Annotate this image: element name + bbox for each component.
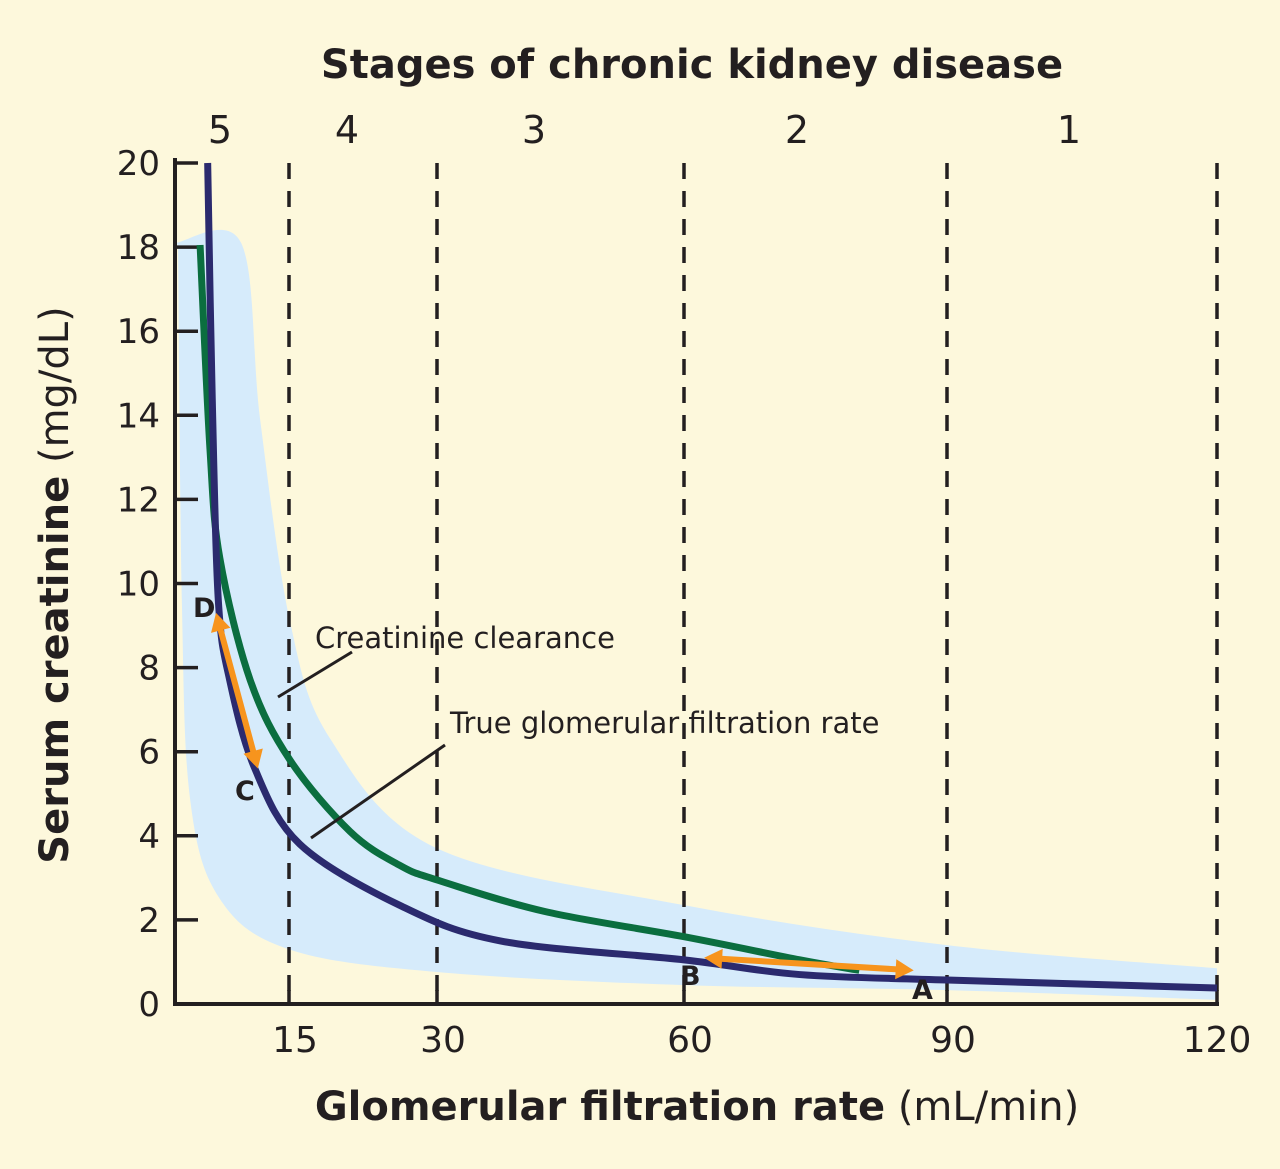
stage-label-5: 5 [208, 108, 232, 152]
arrowhead-C [243, 748, 263, 769]
chart-title: Stages of chronic kidney disease [321, 42, 1063, 88]
x-tick-label-15: 15 [272, 1020, 318, 1061]
arrow-D-C [211, 612, 263, 769]
x-axis-label-unit: (mL/min) [898, 1084, 1079, 1130]
y-axis-label: Serum creatinine (mg/dL) [32, 306, 78, 863]
x-tick-label-30: 30 [420, 1020, 466, 1061]
y-tick-label-6: 6 [138, 733, 160, 773]
true-gfr-leader-line [310, 743, 446, 840]
stage-label-3: 3 [522, 108, 546, 152]
true-gfr-label: True glomerular filtration rate [449, 706, 879, 740]
y-tick-label-4: 4 [138, 817, 160, 857]
y-tick-label-14: 14 [117, 396, 160, 436]
y-tick-label-0: 0 [138, 985, 160, 1025]
point-label-d: D [193, 593, 215, 624]
creatinine-clearance-label: Creatinine clearance [315, 621, 615, 655]
y-tick-label-20: 20 [117, 144, 160, 184]
x-tick-label-60: 60 [667, 1020, 713, 1061]
arrowhead-B [704, 948, 723, 969]
series-true-glomerular-filtration-rate [204, 162, 1218, 992]
y-axis-label-unit: (mg/dL) [32, 306, 78, 463]
x-tick-label-120: 120 [1183, 1020, 1252, 1061]
point-label-b: B [680, 961, 701, 992]
y-tick-label-16: 16 [117, 312, 160, 352]
stage-label-1: 1 [1057, 108, 1081, 152]
arrowhead-A [895, 959, 914, 980]
variability-band [175, 229, 1217, 1000]
y-tick-label-12: 12 [117, 480, 160, 520]
y-tick-label-10: 10 [117, 565, 160, 605]
arrow-B-A [704, 948, 914, 980]
y-tick-label-8: 8 [138, 649, 160, 689]
x-tick-label-90: 90 [930, 1020, 976, 1061]
y-axis-label-main: Serum creatinine [32, 476, 78, 864]
stage-label-2: 2 [785, 108, 809, 152]
y-tick-label-2: 2 [138, 901, 160, 941]
creatinine-clearance-leader-line [277, 650, 353, 699]
x-axis-label: Glomerular filtration rate (mL/min) [315, 1084, 1079, 1130]
point-label-a: A [912, 975, 933, 1006]
arrowhead-D [211, 612, 231, 633]
arrow-shaft [718, 955, 900, 973]
point-label-c: C [235, 776, 255, 807]
stage-label-4: 4 [335, 108, 359, 152]
x-axis-label-main: Glomerular filtration rate [315, 1084, 885, 1130]
y-tick-label-18: 18 [117, 228, 160, 268]
arrow-shaft [216, 626, 258, 756]
